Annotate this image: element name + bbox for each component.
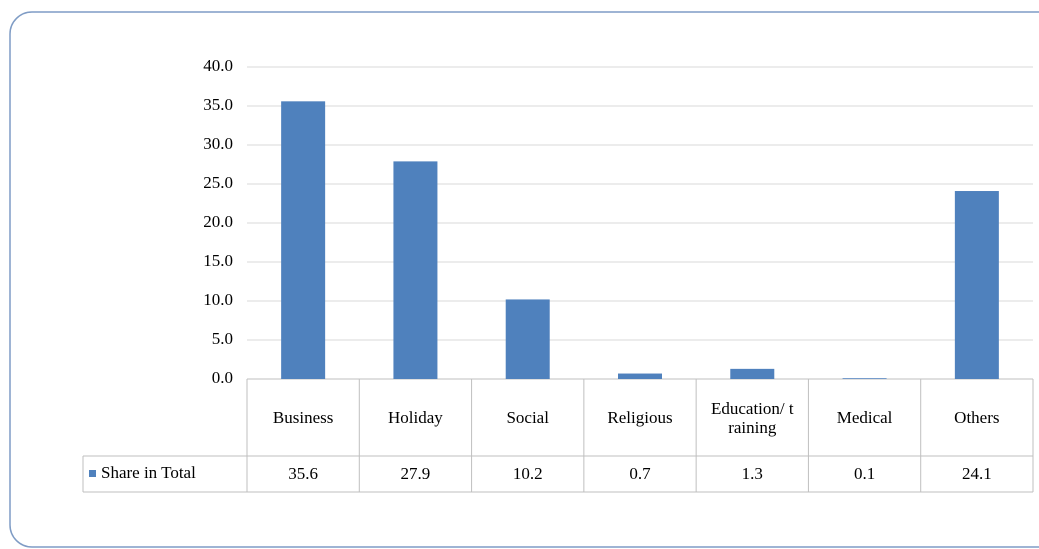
y-tick-label: 35.0 bbox=[203, 95, 233, 114]
table-value: 35.6 bbox=[288, 464, 318, 483]
y-tick-label: 5.0 bbox=[212, 329, 233, 348]
legend-swatch bbox=[89, 470, 96, 477]
table-value: 24.1 bbox=[962, 464, 992, 483]
y-tick-label: 30.0 bbox=[203, 134, 233, 153]
x-tick-label: Education/ training bbox=[710, 398, 794, 437]
x-tick-label: Religious bbox=[607, 408, 673, 427]
y-tick-label: 10.0 bbox=[203, 290, 233, 309]
bar bbox=[281, 101, 326, 379]
x-tick-label-box: Education/ training bbox=[710, 398, 794, 437]
table-value: 0.7 bbox=[629, 464, 651, 483]
x-tick-label-box: Religious bbox=[607, 408, 673, 427]
x-tick-label: Others bbox=[954, 408, 1000, 427]
x-tick-label-box: Medical bbox=[836, 408, 893, 427]
bar bbox=[618, 373, 662, 379]
x-tick-label-box: Holiday bbox=[388, 408, 443, 427]
x-tick-label-box: Business bbox=[272, 408, 334, 427]
y-tick-label: 20.0 bbox=[203, 212, 233, 231]
y-tick-label: 40.0 bbox=[203, 56, 233, 75]
chart-frame bbox=[9, 11, 1039, 548]
bar bbox=[730, 368, 775, 379]
legend-label: Share in Total bbox=[101, 463, 196, 482]
table-value: 0.1 bbox=[854, 464, 875, 483]
y-tick-label: 15.0 bbox=[203, 251, 233, 270]
table-value: 27.9 bbox=[401, 464, 431, 483]
table-value: 1.3 bbox=[742, 464, 763, 483]
x-tick-label-box: Others bbox=[954, 408, 1000, 427]
y-tick-label: 25.0 bbox=[203, 173, 233, 192]
x-tick-label: Business bbox=[272, 408, 334, 427]
x-tick-label: Medical bbox=[836, 408, 893, 427]
bar bbox=[393, 161, 438, 379]
x-tick-label: Holiday bbox=[388, 408, 443, 427]
table-value: 10.2 bbox=[513, 464, 543, 483]
bar bbox=[842, 378, 887, 379]
x-tick-label-box: Social bbox=[506, 408, 549, 427]
bar bbox=[954, 191, 999, 379]
bar bbox=[505, 299, 550, 379]
x-tick-label: Social bbox=[506, 408, 549, 427]
y-tick-label: 0.0 bbox=[212, 368, 233, 387]
